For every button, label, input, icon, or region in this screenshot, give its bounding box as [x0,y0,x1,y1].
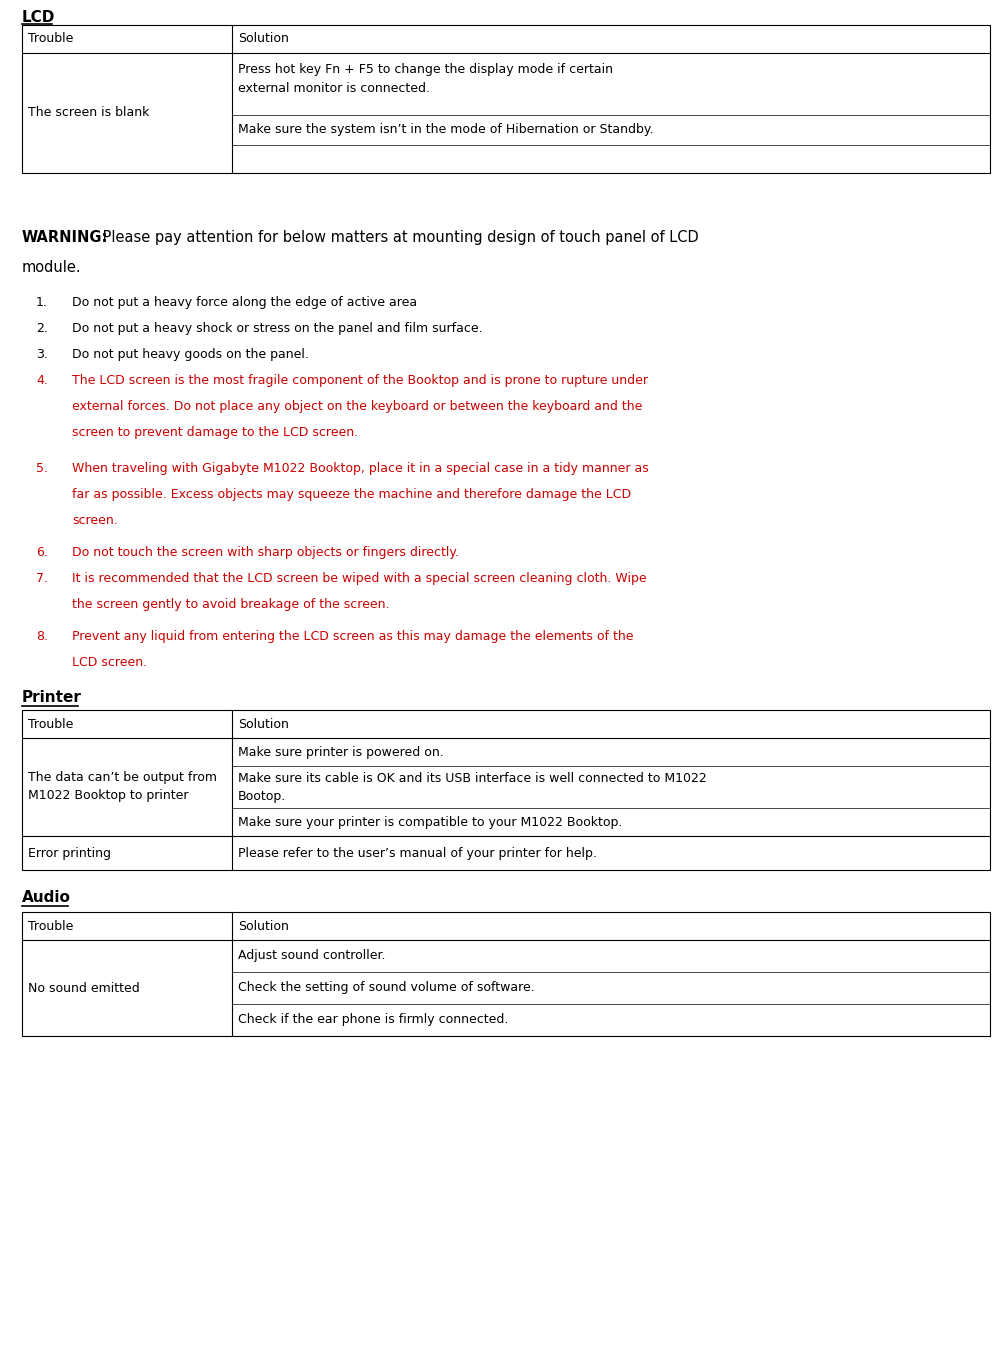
Text: Solution: Solution [238,33,289,45]
Text: screen.: screen. [72,514,118,527]
Text: Make sure your printer is compatible to your M1022 Booktop.: Make sure your printer is compatible to … [238,815,622,829]
Text: Trouble: Trouble [28,919,74,933]
Bar [22,710,990,870]
Text: Audio: Audio [22,891,71,906]
Text: 4.: 4. [36,373,47,387]
Text: The LCD screen is the most fragile component of the Booktop and is prone to rupt: The LCD screen is the most fragile compo… [72,373,648,387]
Text: Do not put heavy goods on the panel.: Do not put heavy goods on the panel. [72,347,308,361]
Text: 2.: 2. [36,321,47,335]
Text: the screen gently to avoid breakage of the screen.: the screen gently to avoid breakage of t… [72,598,389,611]
Text: external forces. Do not place any object on the keyboard or between the keyboard: external forces. Do not place any object… [72,399,642,413]
Text: The screen is blank: The screen is blank [28,107,149,119]
Text: Printer: Printer [22,689,82,705]
Text: Check if the ear phone is firmly connected.: Check if the ear phone is firmly connect… [238,1012,508,1026]
Text: WARNING:: WARNING: [22,230,109,245]
Text: Prevent any liquid from entering the LCD screen as this may damage the elements : Prevent any liquid from entering the LCD… [72,631,633,643]
Text: Make sure the system isn’t in the mode of Hibernation or Standby.: Make sure the system isn’t in the mode o… [238,123,653,135]
Text: 3.: 3. [36,347,47,361]
Text: The data can’t be output from
M1022 Booktop to printer: The data can’t be output from M1022 Book… [28,772,217,803]
Text: LCD screen.: LCD screen. [72,657,147,669]
Text: Trouble: Trouble [28,717,74,731]
Text: No sound emitted: No sound emitted [28,981,140,995]
Text: Do not put a heavy shock or stress on the panel and film surface.: Do not put a heavy shock or stress on th… [72,321,483,335]
Text: LCD: LCD [22,10,55,25]
Text: 5.: 5. [36,462,48,475]
Text: 7.: 7. [36,572,48,586]
Text: 6.: 6. [36,546,47,560]
Text: 8.: 8. [36,631,48,643]
Text: Check the setting of sound volume of software.: Check the setting of sound volume of sof… [238,981,535,995]
Bar [22,25,990,172]
Text: Press hot key Fn + F5 to change the display mode if certain
external monitor is : Press hot key Fn + F5 to change the disp… [238,63,613,94]
Text: screen to prevent damage to the LCD screen.: screen to prevent damage to the LCD scre… [72,425,358,439]
Text: Do not touch the screen with sharp objects or fingers directly.: Do not touch the screen with sharp objec… [72,546,459,560]
Text: Please refer to the user’s manual of your printer for help.: Please refer to the user’s manual of you… [238,847,597,859]
Text: far as possible. Excess objects may squeeze the machine and therefore damage the: far as possible. Excess objects may sque… [72,488,631,501]
Text: Trouble: Trouble [28,33,74,45]
Text: Make sure its cable is OK and its USB interface is well connected to M1022
Booto: Make sure its cable is OK and its USB in… [238,772,707,803]
Text: Adjust sound controller.: Adjust sound controller. [238,949,385,962]
Text: When traveling with Gigabyte M1022 Booktop, place it in a special case in a tidy: When traveling with Gigabyte M1022 Bookt… [72,462,649,475]
Text: Make sure printer is powered on.: Make sure printer is powered on. [238,746,444,759]
Text: 1.: 1. [36,295,47,309]
Text: Solution: Solution [238,717,289,731]
Text: Error printing: Error printing [28,847,111,859]
Text: It is recommended that the LCD screen be wiped with a special screen cleaning cl: It is recommended that the LCD screen be… [72,572,646,586]
Text: Do not put a heavy force along the edge of active area: Do not put a heavy force along the edge … [72,295,417,309]
Bar [22,912,990,1036]
Text: Solution: Solution [238,919,289,933]
Text: module.: module. [22,260,82,275]
Text: Please pay attention for below matters at mounting design of touch panel of LCD: Please pay attention for below matters a… [98,230,699,245]
